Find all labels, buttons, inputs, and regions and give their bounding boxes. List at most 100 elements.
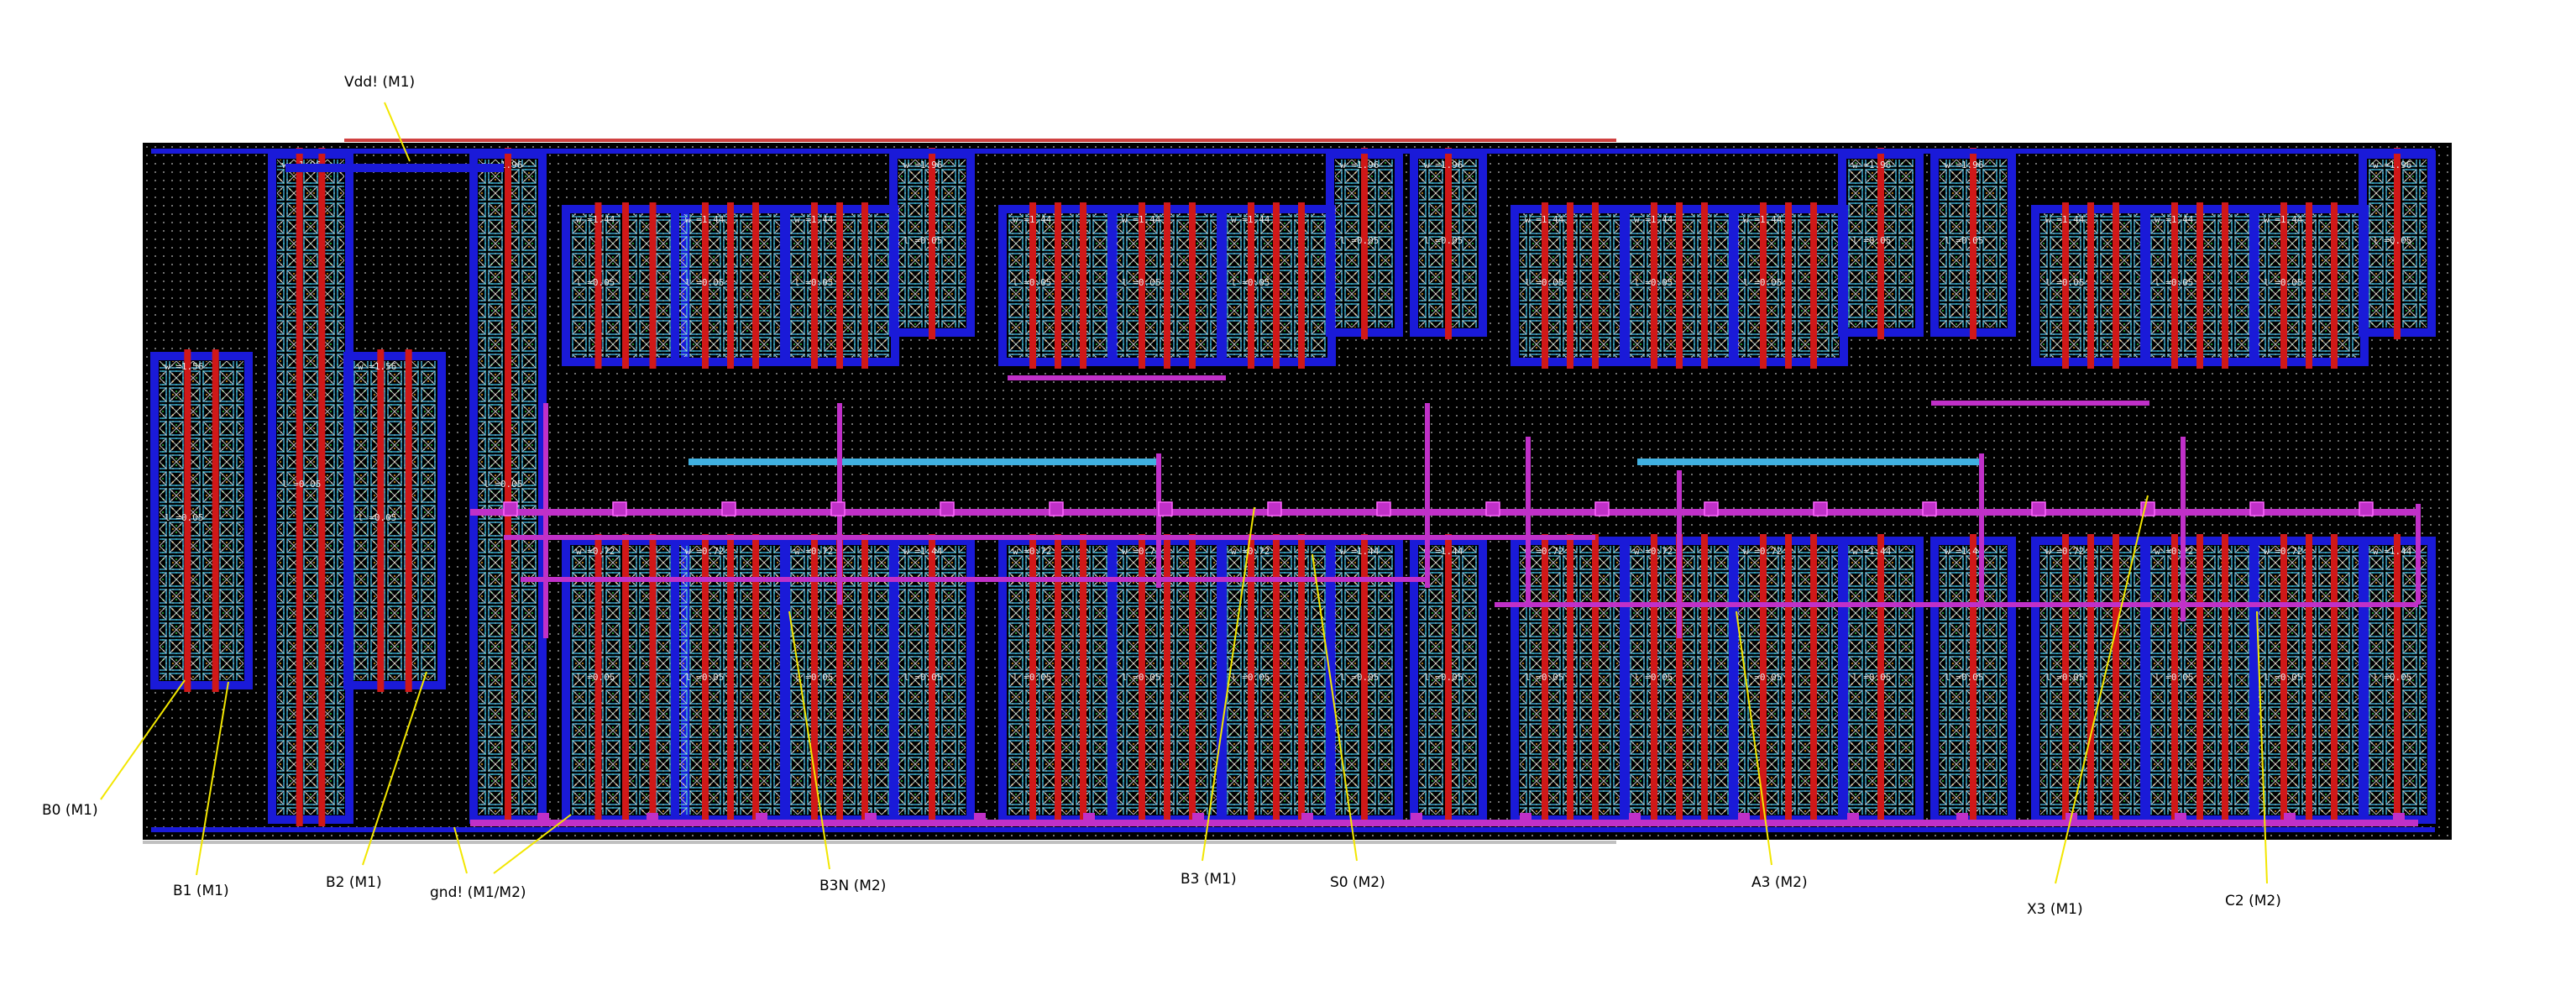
b0-label: B0 (M1)	[42, 802, 98, 819]
poly-gate	[1676, 534, 1683, 826]
poly-gate	[505, 148, 511, 826]
via	[940, 501, 955, 516]
device-width-label: w =1.44	[2045, 214, 2085, 225]
device-length-label: l =0.05	[1013, 672, 1051, 683]
device-width-label: w =1.44	[685, 214, 725, 225]
device-length-label: l =0.05	[165, 512, 203, 523]
nmos-block-12: w =1.44 l =0.05	[1838, 534, 1924, 826]
poly-gate	[2087, 534, 2094, 826]
poly-gate	[622, 534, 629, 826]
pmos-block-16: w =1.44 l =0.05	[2249, 202, 2369, 369]
via	[1813, 501, 1828, 516]
pmos-block-11: w =1.44 l =0.05	[1729, 202, 1848, 369]
poly-gate	[1542, 534, 1548, 826]
via	[2359, 501, 2374, 516]
device-length-label: l =0.05	[1852, 235, 1891, 246]
poly-gate	[2087, 202, 2094, 369]
via	[1267, 501, 1282, 516]
pmos-block-10: w =1.44 l =0.05	[1620, 202, 1739, 369]
poly-gate	[811, 202, 818, 369]
device-length-label: l =0.05	[1945, 672, 1983, 683]
device-length-label: l =0.05	[1122, 277, 1160, 288]
nmos-block-1: w =0.72 l =0.05	[671, 534, 790, 826]
via	[2249, 501, 2264, 516]
device-length-label: l =0.05	[2264, 277, 2302, 288]
device-width-label: w =1.44	[1231, 214, 1270, 225]
poly-gate	[2331, 202, 2338, 369]
poly-gate	[1273, 202, 1280, 369]
b3-leader	[1202, 506, 1255, 862]
device-length-label: l =0.05	[1525, 277, 1563, 288]
gnd-leader-a	[453, 826, 468, 874]
pmos-block-6: w =1.44 l =0.05	[1217, 202, 1336, 369]
nmos-block-16: w =0.72 l =0.05	[2249, 534, 2369, 826]
poly-gate	[1055, 202, 1061, 369]
poly-gate	[1248, 202, 1254, 369]
poly-gate	[1273, 534, 1280, 826]
via	[974, 813, 986, 825]
poly-gate	[702, 202, 709, 369]
device-width-label: w =1.44	[2155, 214, 2194, 225]
nmos-block-15: w =0.72 l =0.05	[2140, 534, 2259, 826]
via	[1411, 813, 1422, 825]
poly-gate	[2171, 202, 2178, 369]
device-width-label: w =0.72	[2264, 546, 2302, 557]
nmos-block-11: w =0.72 l =0.05	[1729, 534, 1848, 826]
poly-gate	[622, 202, 629, 369]
via	[2175, 813, 2186, 825]
poly-gate	[1970, 534, 1977, 826]
via	[1629, 813, 1641, 825]
poly-gate	[702, 534, 709, 826]
device-length-label: l =0.05	[685, 277, 724, 288]
s0-label: S0 (M2)	[1330, 874, 1385, 891]
device-width-label: w =1.56	[165, 361, 203, 372]
b1-label: B1 (M1)	[173, 883, 229, 899]
nmos-block-10: w =0.72 l =0.05	[1620, 534, 1739, 826]
device-width-label: w =0.72	[794, 546, 833, 557]
device-length-label: l =0.05	[1945, 235, 1983, 246]
poly-gate	[1298, 202, 1305, 369]
via	[1956, 813, 1968, 825]
poly-gate	[1701, 534, 1708, 826]
poly-gate	[811, 534, 818, 826]
callout-leaders	[100, 102, 2268, 884]
device-length-label: l =0.05	[2155, 277, 2193, 288]
poly-gate	[1877, 148, 1884, 339]
device-length-label: l =0.05	[1340, 672, 1379, 683]
device-width-label: w =1.44	[1424, 546, 1463, 557]
via	[503, 501, 518, 516]
pmos-block-7: w =1.96 l =0.05	[1326, 148, 1403, 339]
poly-gate	[1810, 534, 1817, 826]
c2-leader	[2256, 611, 2268, 884]
poly-gate	[727, 534, 734, 826]
device-length-label: l =0.05	[358, 512, 396, 523]
vdd-leader	[384, 102, 411, 162]
poly-gate	[2306, 202, 2312, 369]
nmos-block-17: w =1.44 l =0.05	[2359, 534, 2436, 826]
device-width-label: w =1.44	[1122, 214, 1161, 225]
poly-gate	[861, 202, 868, 369]
transistor-cells: w =1.56l =0.05w =1.96l =0.05w =1.56l =0.…	[150, 148, 2436, 826]
poly-gate	[1651, 202, 1657, 369]
poly-gate	[649, 534, 657, 826]
via	[2393, 813, 2405, 825]
poly-gate	[1445, 534, 1452, 826]
device-length-label: l =0.05	[903, 235, 942, 246]
poly-gate	[1651, 534, 1657, 826]
device-width-label: w =1.44	[2373, 546, 2412, 557]
cell-b2: w =1.56 l =0.05	[343, 349, 446, 692]
nmos-block-8: w =1.44 l =0.05	[1410, 534, 1487, 826]
via	[2284, 813, 2296, 825]
device-width-label: w =1.96	[903, 160, 942, 170]
nmos-block-9: w =0.72 l =0.05	[1511, 534, 1630, 826]
poly-gate	[752, 534, 759, 826]
pmos-block-2: w =1.44 l =0.05	[780, 202, 899, 369]
poly-gate	[2222, 534, 2228, 826]
poly-gate	[1701, 202, 1708, 369]
poly-gate	[184, 349, 191, 692]
via	[1704, 501, 1719, 516]
poly-gate	[1361, 534, 1368, 826]
device-width-label: w =0.72	[1525, 546, 1563, 557]
poly-gate	[1164, 534, 1170, 826]
poly-gate	[1139, 202, 1145, 369]
